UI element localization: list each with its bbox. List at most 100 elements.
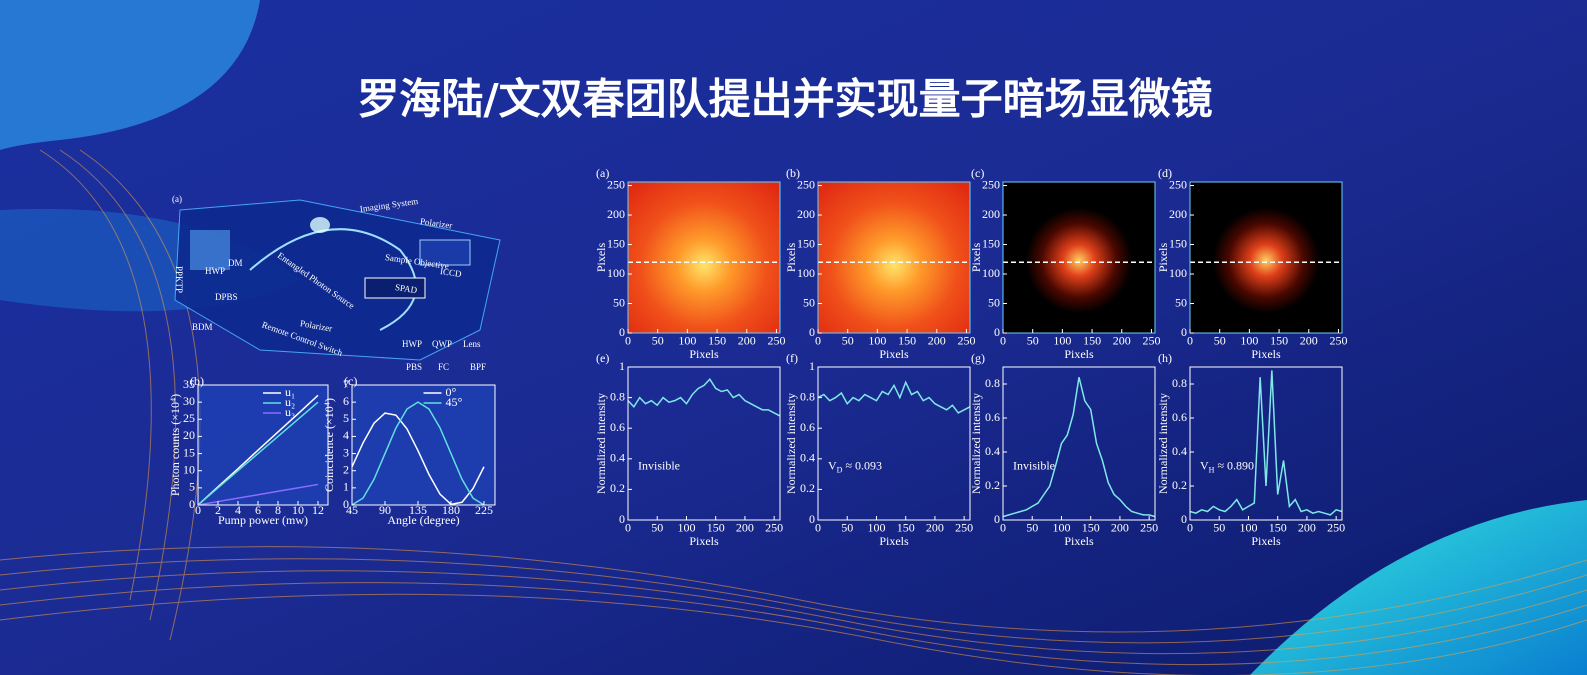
x-tick-label: 4 — [235, 503, 241, 517]
y-tick-label: 0 — [809, 325, 815, 339]
x-tick-label: 6 — [255, 503, 261, 517]
y-axis-label: Coincidence (×10⁴) — [322, 398, 336, 492]
data-line — [627, 378, 781, 417]
y-tick-label: 7 — [343, 377, 349, 391]
setup-label: SPAD — [394, 282, 418, 295]
setup-label: QWP — [432, 339, 452, 349]
data-line — [197, 394, 319, 506]
x-tick-label: 150 — [1270, 334, 1288, 348]
setup-label: FC — [438, 362, 449, 372]
plot-frame — [197, 384, 329, 506]
x-tick-label: 50 — [651, 521, 663, 535]
y-tick-label: 250 — [1169, 177, 1187, 191]
panel-label: (e) — [596, 351, 609, 365]
y-tick-label: 0 — [994, 325, 1000, 339]
panel-label: (c) — [971, 166, 984, 180]
y-tick-label: 50 — [803, 295, 815, 309]
x-tick-label: 200 — [738, 334, 756, 348]
y-tick-label: 1 — [343, 480, 349, 494]
panel-label: (g) — [971, 351, 985, 365]
x-tick-label: 250 — [1140, 521, 1158, 535]
y-tick-label: 250 — [797, 177, 815, 191]
y-tick-label: 0.8 — [985, 376, 1000, 390]
annotation-tail: ≈ 0.890 — [1214, 458, 1254, 472]
x-tick-label: 100 — [1239, 521, 1257, 535]
y-tick-label: 3 — [343, 445, 349, 459]
chart-panel: 0 50 100 150 200 250 0 0.2 0.4 0.6 0.8 1 Pixels Norma… — [784, 351, 973, 548]
x-axis-label: Pixels — [689, 347, 719, 361]
y-tick-label: 0.2 — [985, 478, 1000, 492]
x-tick-label: 0 — [625, 334, 631, 348]
x-tick-label: 100 — [1053, 334, 1071, 348]
annotation: Invisible — [1013, 458, 1055, 472]
x-tick-label: 100 — [1240, 334, 1258, 348]
y-tick-label: 30 — [183, 394, 195, 408]
setup-label: DM — [228, 258, 243, 268]
y-tick-label: 35 — [183, 377, 195, 391]
x-tick-label: 0 — [195, 503, 201, 517]
x-tick-label: 50 — [1027, 334, 1039, 348]
data-line — [197, 401, 319, 506]
chart-panel: 0 50 100 150 200 250 0 0.2 0.4 0.6 0.8 Pixels Normal… — [1156, 351, 1345, 548]
annotation-text: V — [828, 458, 837, 472]
chart-panel: 0 50 100 150 200 250 0 0.2 0.4 0.6 0.8 Pixels Normal… — [969, 351, 1158, 548]
x-tick-label: 200 — [1113, 334, 1131, 348]
y-tick-label: 150 — [797, 236, 815, 250]
plot-frame — [817, 181, 971, 334]
y-tick-label: 0.4 — [1172, 444, 1187, 458]
chart-panel: 0 50 100 150 200 250 0 50 100 150 200 250 Pixels Pixe… — [784, 166, 976, 361]
x-tick-label: 250 — [1329, 334, 1347, 348]
annotation-sub: D — [837, 465, 843, 474]
plot-frame — [1189, 181, 1343, 334]
y-tick-label: 15 — [183, 445, 195, 459]
y-tick-label: 0.8 — [1172, 376, 1187, 390]
chart-panel: 0 50 100 150 200 250 0 50 100 150 200 250 Pixels Pixe… — [594, 166, 786, 361]
y-axis-label: Normalized intensity — [1156, 393, 1170, 494]
x-tick-label: 150 — [1083, 334, 1101, 348]
y-tick-label: 50 — [613, 295, 625, 309]
x-axis-label: Pump power (mw) — [218, 513, 308, 527]
x-tick-label: 0 — [815, 334, 821, 348]
corner-shape — [0, 0, 260, 150]
x-tick-label: 250 — [955, 521, 973, 535]
y-tick-label: 25 — [183, 411, 195, 425]
x-tick-label: 200 — [926, 521, 944, 535]
corner-shape — [1250, 500, 1587, 675]
x-tick-label: 150 — [897, 521, 915, 535]
x-tick-label: 0 — [625, 521, 631, 535]
y-tick-label: 100 — [607, 266, 625, 280]
y-tick-label: 0.4 — [610, 451, 625, 465]
y-tick-label: 0 — [619, 512, 625, 526]
x-tick-label: 200 — [1111, 521, 1129, 535]
legend-label: u₃ — [285, 405, 295, 419]
x-tick-label: 50 — [1026, 521, 1038, 535]
data-line — [351, 412, 485, 506]
x-tick-label: 0 — [1000, 334, 1006, 348]
x-tick-label: 8 — [275, 503, 281, 517]
plot-frame — [817, 366, 971, 521]
y-axis-label: Pixels — [969, 243, 983, 273]
y-tick-label: 0 — [994, 512, 1000, 526]
x-tick-label: 45 — [346, 503, 358, 517]
x-tick-label: 200 — [1300, 334, 1318, 348]
annotation: VD ≈ 0.093 — [828, 458, 882, 474]
y-tick-label: 100 — [982, 266, 1000, 280]
x-tick-label: 150 — [898, 334, 916, 348]
legend-label: u₁ — [285, 385, 295, 399]
y-tick-label: 0 — [189, 497, 195, 511]
setup-label: HWP — [205, 266, 225, 276]
x-axis-label: Pixels — [689, 534, 719, 548]
y-tick-label: 50 — [1175, 295, 1187, 309]
y-tick-label: 250 — [982, 177, 1000, 191]
y-tick-label: 0.2 — [800, 481, 815, 495]
y-tick-label: 0.2 — [610, 481, 625, 495]
x-tick-label: 50 — [1213, 521, 1225, 535]
x-tick-label: 100 — [867, 521, 885, 535]
y-tick-label: 50 — [988, 295, 1000, 309]
y-tick-label: 250 — [607, 177, 625, 191]
x-tick-label: 250 — [767, 334, 785, 348]
y-tick-label: 5 — [189, 480, 195, 494]
y-tick-label: 4 — [343, 428, 349, 442]
